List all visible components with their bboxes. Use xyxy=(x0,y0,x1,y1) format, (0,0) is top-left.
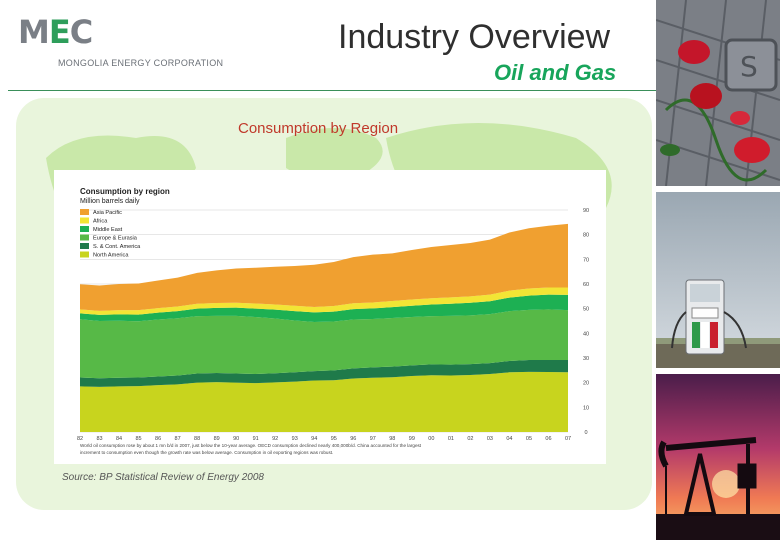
x-tick-label: 93 xyxy=(292,436,298,442)
legend-swatch xyxy=(80,243,89,249)
x-tick-label: 88 xyxy=(194,436,200,442)
page-title: Industry Overview xyxy=(338,18,611,56)
y-tick-label: 80 xyxy=(583,233,589,239)
y-tick-label: 90 xyxy=(583,208,589,214)
x-tick-label: 04 xyxy=(506,436,512,442)
x-tick-label: 87 xyxy=(175,436,181,442)
legend-swatch xyxy=(80,209,89,215)
legend-label: North America xyxy=(93,253,129,259)
chart-source: Source: BP Statistical Review of Energy … xyxy=(62,472,264,483)
y-tick-label: 30 xyxy=(583,356,589,362)
logo-mark: MEC xyxy=(18,13,93,51)
x-tick-label: 06 xyxy=(545,436,551,442)
fuel-pump-photo xyxy=(656,192,780,368)
consumption-chart-card: Consumption by region Million barrels da… xyxy=(54,170,606,464)
x-tick-label: 89 xyxy=(214,436,220,442)
legend-swatch xyxy=(80,234,89,241)
legend-label: Europe & Eurasia xyxy=(93,236,138,242)
x-tick-label: 98 xyxy=(389,436,395,442)
x-tick-label: 92 xyxy=(272,436,278,442)
area-series-middle-east xyxy=(80,294,568,322)
y-tick-label: 10 xyxy=(583,405,589,411)
x-tick-label: 97 xyxy=(370,436,376,442)
x-tick-label: 07 xyxy=(565,436,571,442)
y-tick-label: 60 xyxy=(583,282,589,288)
y-tick-label: 0 xyxy=(584,430,587,436)
x-tick-label: 99 xyxy=(409,436,415,442)
x-tick-label: 00 xyxy=(428,436,434,442)
area-series-north-america xyxy=(80,371,568,432)
header-divider xyxy=(8,90,656,91)
x-tick-label: 82 xyxy=(77,436,83,442)
svg-text:S: S xyxy=(740,50,758,83)
chart-title: Consumption by region xyxy=(80,187,170,196)
chart-footnote-1: World oil consumption rose by about 1 mn… xyxy=(80,443,422,448)
area-series-s-cont-america xyxy=(80,359,568,387)
legend-swatch xyxy=(80,251,89,258)
x-tick-label: 94 xyxy=(311,436,317,442)
chart-subtitle: Million barrels daily xyxy=(80,198,140,205)
x-tick-label: 86 xyxy=(155,436,161,442)
x-tick-label: 83 xyxy=(96,436,102,442)
x-tick-label: 96 xyxy=(350,436,356,442)
company-logo: MEC xyxy=(18,13,93,51)
area-series-asia-pacific xyxy=(80,223,568,311)
y-tick-label: 40 xyxy=(583,331,589,337)
legend-label: Africa xyxy=(93,219,108,225)
x-tick-label: 91 xyxy=(253,436,259,442)
x-tick-label: 95 xyxy=(331,436,337,442)
x-tick-label: 03 xyxy=(487,436,493,442)
y-tick-label: 50 xyxy=(583,307,589,313)
x-tick-label: 02 xyxy=(467,436,473,442)
legend-swatch xyxy=(80,226,89,232)
legend-label: Middle East xyxy=(93,227,123,233)
legend-swatch xyxy=(80,217,89,224)
panel-title: Consumption by Region xyxy=(238,120,399,137)
roses-photo: S xyxy=(656,0,780,186)
x-tick-label: 90 xyxy=(233,436,239,442)
x-tick-label: 85 xyxy=(135,436,141,442)
x-tick-label: 05 xyxy=(526,436,532,442)
x-tick-label: 84 xyxy=(116,436,122,442)
legend-label: S. & Cont. America xyxy=(93,244,141,250)
y-tick-label: 20 xyxy=(583,381,589,387)
chart-footnote-2: increment to consumption even though the… xyxy=(80,450,333,455)
legend-label: Asia Pacific xyxy=(93,210,122,216)
consumption-chart: Consumption by region Million barrels da… xyxy=(77,187,589,455)
x-tick-label: 01 xyxy=(448,436,454,442)
y-tick-label: 70 xyxy=(583,257,589,263)
pumpjack-photo xyxy=(656,374,780,540)
area-series-europe-eurasia xyxy=(80,309,568,379)
page-subtitle: Oil and Gas xyxy=(494,60,617,85)
company-name: MONGOLIA ENERGY CORPORATION xyxy=(58,58,224,68)
area-series-africa xyxy=(80,287,568,315)
